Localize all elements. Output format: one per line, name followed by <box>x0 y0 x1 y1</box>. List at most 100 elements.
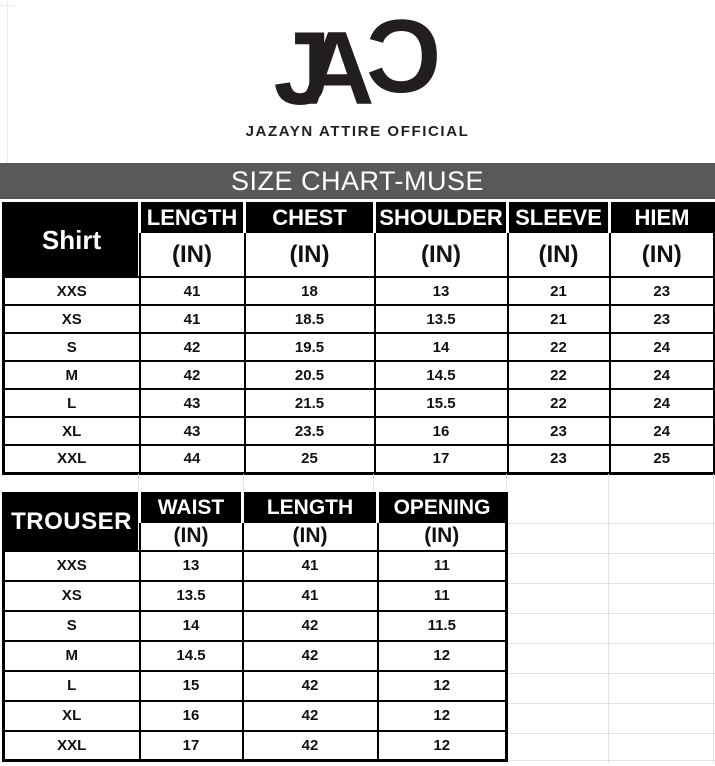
logo-letter-c-mirrored: C <box>366 0 442 115</box>
measurement-value: 41 <box>241 549 379 582</box>
gridline <box>507 523 715 524</box>
shirt-header-row: Shirt LENGTH CHEST SHOULDER SLEEVE HIEM <box>2 202 715 278</box>
shirt-table-body: XXS 41 18 13 21 23 XS 41 18.5 13.5 21 23 S 42 19.5 14 22… <box>2 276 715 474</box>
column-header-sleeve: SLEEVE <box>506 202 611 233</box>
trouser-unit-row: (IN) (IN) (IN) <box>4 520 508 552</box>
measurement-value: 16 <box>138 699 244 732</box>
gridline <box>507 583 715 584</box>
measurement-value: 14 <box>138 609 244 642</box>
table-row: L 43 21.5 15.5 22 24 <box>2 388 715 418</box>
gridline <box>507 643 715 644</box>
measurement-value: 41 <box>138 276 246 306</box>
table-row: XS 41 18.5 13.5 21 23 <box>2 304 715 334</box>
measurement-value: 24 <box>608 360 715 390</box>
gridline <box>507 733 715 734</box>
column-header-shoulder: SHOULDER <box>373 202 509 233</box>
unit-label: (IN) <box>138 231 246 278</box>
measurement-value: 13.5 <box>373 304 509 334</box>
shirt-section-label: Shirt <box>2 202 141 278</box>
gridline <box>138 474 139 491</box>
measurement-value: 21 <box>506 304 611 334</box>
table-row: XXS 13 41 11 <box>2 549 508 582</box>
unit-label: (IN) <box>373 231 509 278</box>
size-label: XXS <box>2 276 141 306</box>
measurement-value: 24 <box>608 388 715 418</box>
size-label: XL <box>2 699 141 732</box>
measurement-value: 41 <box>138 304 246 334</box>
unit-label: (IN) <box>608 231 715 278</box>
measurement-value: 12 <box>376 639 508 672</box>
measurement-value: 23 <box>506 444 611 474</box>
measurement-value: 41 <box>241 579 379 612</box>
measurement-value: 25 <box>608 444 715 474</box>
column-header-opening: OPENING <box>376 492 508 523</box>
measurement-value: 13.5 <box>138 579 244 612</box>
gridline <box>507 613 715 614</box>
table-row: XL 43 23.5 16 23 24 <box>2 416 715 446</box>
measurement-value: 23.5 <box>243 416 376 446</box>
table-row: XXL 17 42 12 <box>2 729 508 762</box>
gridline <box>243 474 244 491</box>
measurement-value: 11 <box>376 579 508 612</box>
measurement-value: 12 <box>376 669 508 702</box>
measurement-value: 13 <box>373 276 509 306</box>
measurement-value: 43 <box>138 416 246 446</box>
gridline <box>713 474 714 763</box>
measurement-value: 42 <box>241 609 379 642</box>
unit-label: (IN) <box>506 231 611 278</box>
trouser-table-body: XXS 13 41 11 XS 13.5 41 11 S 14 42 11.5 M 14.5 42 12 L 15… <box>2 549 508 762</box>
size-label: M <box>2 639 141 672</box>
measurement-value: 42 <box>241 729 379 762</box>
gridline <box>506 474 507 491</box>
measurement-value: 43 <box>138 388 246 418</box>
shirt-unit-row: (IN) (IN) (IN) (IN) (IN) <box>4 231 715 278</box>
size-label: XL <box>2 416 141 446</box>
size-label: S <box>2 332 141 362</box>
measurement-value: 12 <box>376 729 508 762</box>
column-header-chest: CHEST <box>243 202 376 233</box>
column-header-length: LENGTH <box>241 492 379 523</box>
measurement-value: 42 <box>241 639 379 672</box>
measurement-value: 24 <box>608 416 715 446</box>
table-row: M 42 20.5 14.5 22 24 <box>2 360 715 390</box>
measurement-value: 23 <box>608 304 715 334</box>
column-header-hiem: HIEM <box>608 202 715 233</box>
measurement-value: 11.5 <box>376 609 508 642</box>
trouser-section-label: TROUSER <box>2 492 141 552</box>
size-label: XXS <box>2 549 141 582</box>
size-label: XS <box>2 579 141 612</box>
unit-label: (IN) <box>376 520 508 552</box>
gridline <box>7 0 8 163</box>
size-label: M <box>2 360 141 390</box>
trouser-size-table: TROUSER WAIST LENGTH OPENING (IN) (IN) (… <box>2 492 508 762</box>
measurement-value: 18 <box>243 276 376 306</box>
table-row: L 15 42 12 <box>2 669 508 702</box>
measurement-value: 15 <box>138 669 244 702</box>
table-row: S 14 42 11.5 <box>2 609 508 642</box>
size-chart-banner: SIZE CHART-MUSE <box>0 163 715 199</box>
size-label: L <box>2 388 141 418</box>
brand-wordmark: JAZAYN ATTIRE OFFICIAL <box>245 123 470 140</box>
gridline <box>608 474 609 763</box>
measurement-value: 14.5 <box>373 360 509 390</box>
measurement-value: 12 <box>376 699 508 732</box>
measurement-value: 42 <box>241 669 379 702</box>
unit-label: (IN) <box>138 520 244 552</box>
measurement-value: 14 <box>373 332 509 362</box>
size-label: XXL <box>2 729 141 762</box>
gridline <box>507 673 715 674</box>
size-label: S <box>2 609 141 642</box>
measurement-value: 11 <box>376 549 508 582</box>
measurement-value: 17 <box>373 444 509 474</box>
trouser-header-row: TROUSER WAIST LENGTH OPENING <box>2 492 508 552</box>
gridline <box>507 703 715 704</box>
measurement-value: 21 <box>506 276 611 306</box>
measurement-value: 14.5 <box>138 639 244 672</box>
unit-label: (IN) <box>241 520 379 552</box>
table-row: XL 16 42 12 <box>2 699 508 732</box>
logo-letter-j: J <box>273 11 332 127</box>
gridline <box>0 5 14 6</box>
